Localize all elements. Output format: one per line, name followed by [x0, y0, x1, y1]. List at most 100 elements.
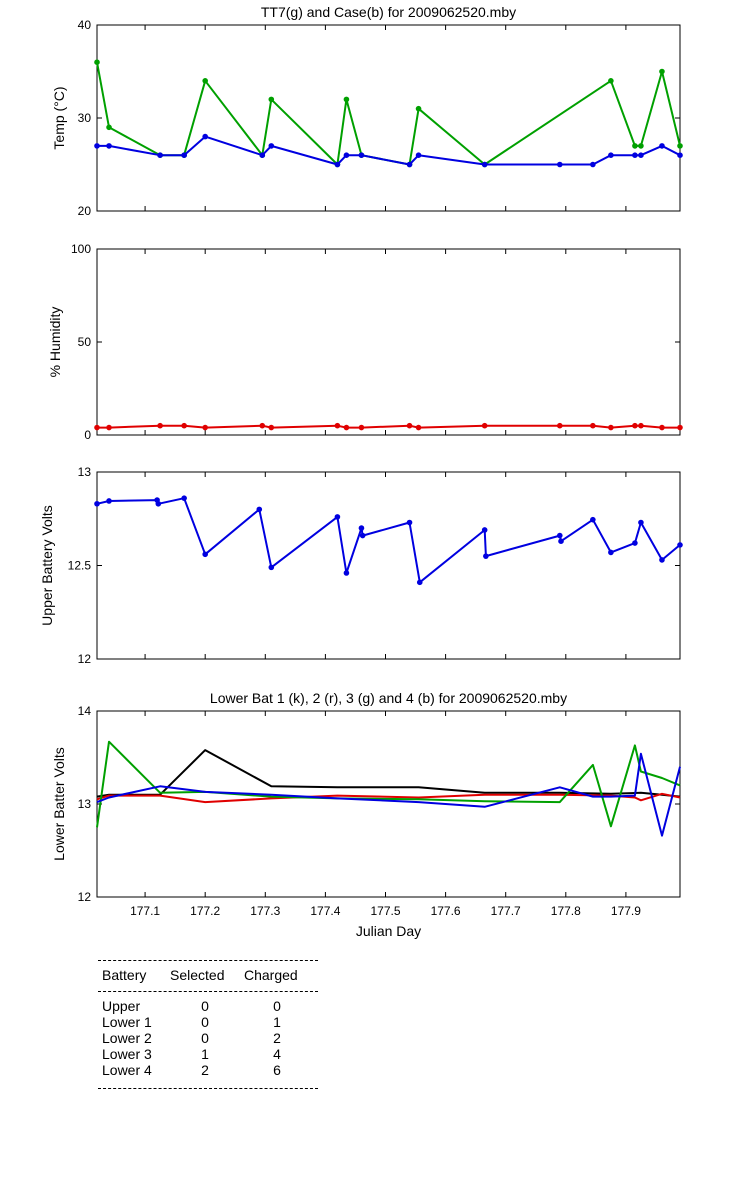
data-point	[481, 422, 488, 429]
series-line-case	[97, 135, 681, 166]
data-point	[590, 161, 596, 168]
data-point	[659, 143, 665, 149]
x-tick-label: 177.2	[190, 904, 220, 918]
data-point	[157, 422, 163, 429]
data-point	[359, 532, 366, 539]
data-point	[268, 564, 275, 571]
battery-selected: 0	[201, 1014, 209, 1030]
data-point	[94, 143, 100, 149]
y-tick-label: 40	[78, 18, 92, 32]
data-point	[334, 161, 341, 168]
data-point	[638, 519, 644, 526]
battery-selected: 0	[201, 998, 209, 1014]
data-point	[632, 152, 638, 158]
data-point	[202, 551, 208, 558]
y-tick-label: 12.5	[68, 559, 92, 573]
battery-selected: 2	[201, 1062, 209, 1078]
x-tick-label: 177.8	[551, 904, 581, 918]
series-line-tt7	[96, 62, 681, 166]
x-tick-label: 177.3	[250, 904, 280, 918]
data-point	[256, 506, 263, 513]
data-point	[358, 152, 365, 158]
data-point	[638, 143, 644, 149]
chart-title: Lower Bat 1 (k), 2 (r), 3 (g) and 4 (b) …	[210, 690, 567, 706]
data-point	[659, 424, 665, 431]
data-point	[677, 143, 683, 149]
battery-status-table: Battery Selected Charged Upper 0 0 Lower…	[98, 960, 318, 1089]
y-tick-label: 30	[78, 111, 92, 125]
data-point	[268, 143, 275, 149]
data-point	[268, 96, 275, 103]
data-point	[638, 422, 644, 429]
data-point	[94, 59, 100, 65]
y-tick-label: 50	[78, 335, 92, 349]
battery-name: Lower 1	[102, 1014, 152, 1030]
plot-frame	[96, 710, 681, 898]
data-point	[343, 96, 350, 103]
data-point	[406, 161, 413, 168]
x-axis-title: Julian Day	[356, 923, 421, 939]
data-point	[106, 124, 112, 131]
y-axis-title: Upper Battery Volts	[39, 505, 55, 626]
data-point	[481, 161, 488, 168]
y-tick-label: 14	[78, 704, 92, 718]
header-charged: Charged	[244, 967, 298, 983]
y-tick-label: 100	[71, 242, 91, 256]
data-point	[415, 152, 422, 158]
data-point	[608, 424, 614, 431]
series-line-humidity	[97, 424, 680, 429]
data-point	[659, 557, 665, 563]
battery-charged: 4	[273, 1046, 281, 1062]
y-tick-label: 0	[84, 428, 91, 442]
table-row: Lower 4 2 6	[98, 1062, 318, 1078]
header-selected: Selected	[170, 967, 225, 983]
plot-frame	[96, 248, 681, 436]
table-top-rule	[98, 960, 318, 961]
data-point	[677, 542, 683, 548]
data-point	[343, 424, 350, 431]
table-header-row: Battery Selected Charged	[98, 961, 318, 991]
battery-name: Lower 4	[102, 1062, 152, 1078]
battery-name: Lower 3	[102, 1046, 152, 1062]
data-point	[556, 422, 563, 429]
chart-title: TT7(g) and Case(b) for 2009062520.mby	[261, 4, 516, 20]
header-battery: Battery	[102, 967, 147, 983]
data-point	[155, 500, 162, 507]
data-point	[556, 532, 563, 539]
data-point	[334, 514, 341, 520]
x-tick-label: 177.6	[431, 904, 461, 918]
x-tick-label: 177.5	[370, 904, 400, 918]
y-tick-label: 20	[78, 204, 92, 218]
data-point	[259, 152, 266, 158]
series-line-4	[96, 752, 681, 837]
data-point	[94, 500, 100, 507]
data-point	[677, 152, 683, 158]
x-tick-label: 177.7	[491, 904, 521, 918]
table-header-rule	[98, 991, 318, 992]
battery-charged: 6	[273, 1062, 281, 1078]
data-point	[608, 152, 614, 158]
data-point	[202, 424, 208, 431]
series-line-2	[96, 792, 681, 804]
data-point	[106, 143, 112, 149]
data-point	[608, 549, 614, 556]
y-tick-label: 13	[78, 797, 92, 811]
data-point	[358, 525, 365, 531]
data-point	[343, 570, 350, 576]
data-point	[358, 424, 365, 431]
x-tick-label: 177.4	[310, 904, 340, 918]
data-point	[638, 152, 644, 158]
data-point	[334, 422, 341, 429]
y-tick-label: 12	[78, 652, 92, 666]
data-point	[590, 516, 596, 523]
data-point	[181, 422, 187, 429]
data-point	[415, 105, 422, 112]
data-point	[202, 78, 208, 84]
y-axis-title: Temp (°C)	[51, 86, 67, 149]
x-tick-label: 177.9	[611, 904, 641, 918]
table-row: Lower 3 1 4	[98, 1046, 318, 1062]
data-point	[94, 424, 100, 431]
data-point	[483, 553, 489, 559]
battery-name: Upper	[102, 998, 141, 1014]
y-axis-title: % Humidity	[47, 307, 63, 378]
